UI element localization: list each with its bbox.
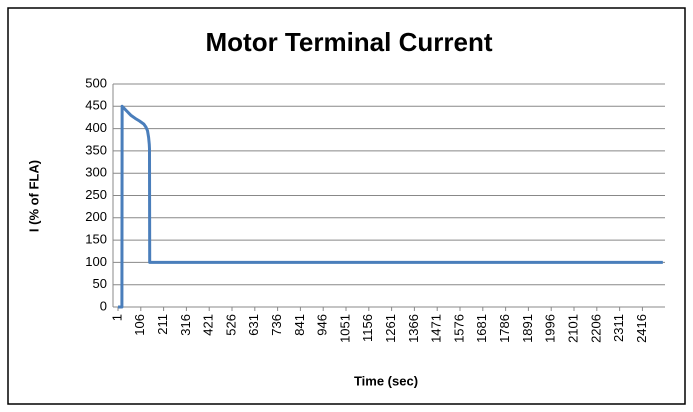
x-tick-label: 526 [223, 314, 238, 336]
x-tick-label: 1996 [543, 314, 558, 343]
y-tick-label: 400 [85, 120, 107, 135]
x-tick-label: 2416 [634, 314, 649, 343]
x-tick-label: 316 [178, 314, 193, 336]
chart-title: Motor Terminal Current [206, 27, 493, 57]
y-tick-label: 250 [85, 187, 107, 202]
x-tick-label: 211 [155, 314, 170, 335]
x-tick-label: 736 [269, 314, 284, 336]
y-axis-title: I (% of FLA) [26, 160, 41, 232]
x-tick-label: 1156 [360, 314, 375, 342]
x-tick-label: 106 [132, 314, 147, 336]
x-tick-label: 631 [246, 314, 261, 336]
x-tick-label: 1 [109, 314, 124, 321]
x-tick-label: 1576 [451, 314, 466, 343]
x-tick-label: 1051 [337, 314, 352, 343]
y-tick-label: 300 [85, 165, 107, 180]
x-tick-label: 1891 [520, 314, 535, 343]
y-tick-label: 0 [100, 298, 107, 313]
x-axis-title: Time (sec) [354, 373, 418, 388]
x-tick-label: 2206 [588, 314, 603, 343]
x-tick-label: 1786 [497, 314, 512, 343]
chart-border [7, 7, 686, 405]
x-tick-label: 1261 [383, 314, 398, 343]
line-series [118, 104, 663, 309]
y-tick-label: 200 [85, 209, 107, 224]
y-tick-label: 100 [85, 254, 107, 269]
x-tick-label: 421 [201, 314, 216, 336]
y-tick-label: 350 [85, 142, 107, 157]
y-tick-label: 500 [85, 75, 107, 90]
y-tick-label: 50 [93, 276, 107, 291]
x-tick-label: 1366 [406, 314, 421, 343]
y-tick-label: 150 [85, 232, 107, 247]
x-tick-label: 1471 [429, 314, 444, 343]
x-tick-label: 841 [292, 314, 307, 336]
x-tick-label: 2311 [611, 314, 626, 342]
x-tick-label: 1681 [474, 314, 489, 343]
x-tick-label: 946 [315, 314, 330, 336]
y-tick-label: 450 [85, 98, 107, 113]
x-tick-label: 2101 [565, 314, 580, 343]
